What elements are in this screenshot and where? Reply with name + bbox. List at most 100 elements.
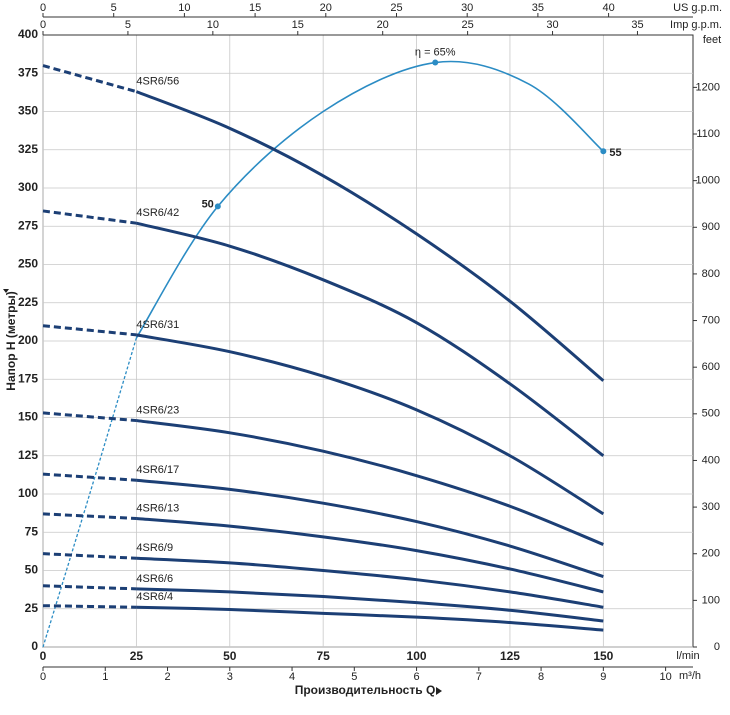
y-tick-label: 200 — [18, 333, 38, 347]
m3h-tick-label: 10 — [659, 671, 671, 683]
curve-label: 4SR6/23 — [136, 404, 179, 416]
y-tick-label: 400 — [18, 27, 38, 41]
curve-label: 4SR6/17 — [136, 464, 179, 476]
y-axis-label: Напор H (метры) — [4, 291, 18, 390]
efficiency-point — [600, 148, 607, 155]
curve-label: 4SR6/56 — [136, 76, 179, 88]
top-axis-tick-label: 5 — [111, 2, 117, 14]
top-axis-tick-label: 15 — [249, 2, 261, 14]
y-axis-arrow — [3, 289, 9, 293]
top-axis-tick-label: 20 — [377, 19, 389, 31]
x-tick-label: 125 — [500, 649, 520, 663]
pump-curve-dashed — [42, 552, 137, 560]
feet-tick-label: 900 — [702, 221, 720, 233]
pump-curve-dashed — [42, 64, 137, 94]
y-tick-label: 350 — [18, 104, 38, 118]
feet-label: feet — [703, 34, 721, 46]
y-tick-label: 125 — [18, 448, 38, 462]
x-tick-label: 150 — [593, 649, 613, 663]
imp-gpm-label: Imp g.p.m. — [670, 19, 722, 31]
pump-curve — [136, 605, 604, 632]
m3h-label: m³/h — [679, 670, 701, 682]
feet-tick-label: 300 — [702, 501, 720, 513]
y-tick-label: 25 — [25, 601, 39, 615]
top-axis-tick-label: 25 — [390, 2, 402, 14]
top-axis-tick-label: 30 — [461, 2, 473, 14]
curve-label: 4SR6/42 — [136, 207, 179, 219]
y-tick-label: 250 — [18, 257, 38, 271]
pump-curve-dashed — [42, 411, 137, 423]
feet-tick-label: 0 — [714, 641, 720, 653]
feet-tick-label: 1200 — [696, 81, 720, 93]
efficiency-curve — [135, 60, 604, 339]
top-axis-tick-label: 15 — [292, 19, 304, 31]
pump-curve — [136, 556, 604, 609]
efficiency-label: 50 — [202, 198, 214, 210]
pump-curve — [136, 419, 604, 546]
top-axis-tick-label: 20 — [320, 2, 332, 14]
pump-curve — [135, 90, 605, 382]
pump-curve-dashed — [42, 512, 137, 520]
y-tick-label: 50 — [25, 563, 39, 577]
pump-curve-dashed — [42, 324, 137, 337]
x-axis-arrow — [436, 687, 442, 695]
feet-tick-label: 1100 — [696, 128, 720, 140]
feet-tick-label: 500 — [702, 408, 720, 420]
feet-tick-label: 400 — [702, 454, 720, 466]
y-tick-label: 325 — [18, 142, 38, 156]
curve-label: 4SR6/4 — [136, 591, 173, 603]
top-axis-tick-label: 35 — [532, 2, 544, 14]
x-unit-label: l/min — [676, 650, 699, 662]
feet-tick-label: 100 — [702, 594, 720, 606]
y-tick-label: 75 — [25, 524, 39, 538]
x-axis-label: Производительность Q — [295, 683, 436, 697]
top-axis-tick-label: 5 — [125, 19, 131, 31]
top-axis-tick-label: 10 — [178, 2, 190, 14]
m3h-tick-label: 4 — [289, 671, 295, 683]
x-tick-label: 50 — [223, 649, 237, 663]
efficiency-label: η = 65% — [415, 46, 456, 58]
x-tick-label: 75 — [316, 649, 330, 663]
y-tick-label: 150 — [18, 410, 38, 424]
pump-curve — [136, 587, 604, 623]
y-tick-label: 100 — [18, 486, 38, 500]
m3h-tick-label: 2 — [164, 671, 170, 683]
pump-curve — [136, 221, 605, 457]
top-axis-tick-label: 0 — [40, 2, 46, 14]
feet-tick-label: 600 — [702, 361, 720, 373]
y-tick-label: 175 — [18, 371, 38, 385]
pump-curve — [136, 478, 604, 579]
y-tick-label: 225 — [18, 295, 38, 309]
feet-tick-label: 200 — [702, 548, 720, 560]
y-tick-label: 375 — [18, 65, 38, 79]
m3h-tick-label: 5 — [351, 671, 357, 683]
curve-label: 4SR6/31 — [136, 319, 179, 331]
top-axis-tick-label: 10 — [207, 19, 219, 31]
pump-curve — [136, 516, 604, 594]
curve-label: 4SR6/13 — [136, 502, 179, 514]
pump-curve-dashed — [42, 209, 137, 225]
efficiency-point — [214, 203, 221, 210]
pump-curve-dashed — [42, 472, 137, 482]
m3h-tick-label: 9 — [600, 671, 606, 683]
efficiency-curve-dashed — [42, 337, 138, 648]
curve-label: 4SR6/9 — [136, 542, 173, 554]
x-tick-label: 100 — [407, 649, 427, 663]
top-axis-tick-label: 30 — [546, 19, 558, 31]
efficiency-label: 55 — [609, 147, 621, 159]
m3h-tick-label: 7 — [476, 671, 482, 683]
m3h-tick-label: 3 — [227, 671, 233, 683]
m3h-tick-label: 6 — [414, 671, 420, 683]
top-axis-tick-label: 40 — [602, 2, 614, 14]
m3h-tick-label: 8 — [538, 671, 544, 683]
efficiency-point — [432, 59, 439, 66]
top-axis-tick-label: 35 — [631, 19, 643, 31]
feet-tick-label: 700 — [702, 314, 720, 326]
m3h-tick-label: 0 — [40, 671, 46, 683]
top-axis-tick-label: 0 — [40, 19, 46, 31]
x-tick-label: 0 — [40, 649, 47, 663]
pump-curve — [136, 333, 605, 516]
pump-curve-dashed — [42, 604, 137, 609]
pump-curve-dashed — [42, 584, 137, 591]
